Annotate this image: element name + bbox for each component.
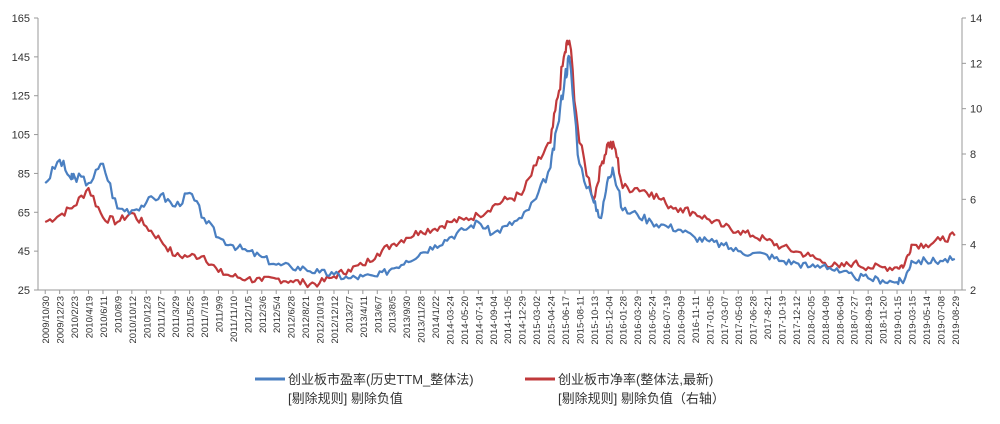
x-tick-label: 2014/1/22 (431, 296, 442, 338)
x-tick-label: 2018-02-05 (806, 296, 817, 345)
left-tick-label: 25 (18, 285, 30, 297)
x-tick-label: 2016-07-19 (662, 296, 673, 345)
legend-label-pe-rule: [剔除规则] 剔除负值 (288, 391, 403, 406)
right-tick-label: 12 (970, 58, 982, 70)
x-tick-label: 2016-09-09 (676, 296, 687, 345)
left-tick-label: 165 (12, 13, 30, 25)
x-tick-label: 2017-01-05 (705, 296, 716, 345)
x-tick-label: 2015-06-17 (561, 296, 572, 345)
x-tick-label: 2015-12-04 (604, 296, 615, 345)
x-tick-label: 2019-08-29 (951, 296, 962, 345)
axes-layer (34, 17, 966, 294)
legend: 创业板市盈率(历史TTM_整体法) [剔除规则] 剔除负值 创业板市净率(整体法… (255, 372, 725, 406)
x-tick-label: 2017-06-28 (749, 296, 760, 345)
x-tick-label: 2018-11-20 (879, 296, 890, 344)
x-tick-label: 2014-09-04 (489, 296, 500, 345)
x-tick-label: 2010/4/19 (85, 296, 96, 338)
series-layer (44, 39, 956, 289)
right-tick-label: 6 (970, 194, 976, 206)
x-tick-label: 2013/6/7 (373, 296, 384, 333)
series-line-pb (44, 39, 956, 289)
x-tick-label: 2014-05-20 (460, 296, 471, 345)
left-tick-label: 65 (18, 207, 30, 219)
x-tick-label: 2010/12/3 (142, 296, 153, 338)
legend-label-pb-rule: [剔除规则] 剔除负值（右轴） (558, 391, 725, 406)
x-tick-label: 2016-01-28 (619, 296, 630, 345)
x-tick-label: 2011/1/27 (157, 296, 168, 338)
x-tick-label: 2013/4/11 (359, 296, 370, 338)
legend-label-pb: 创业板市净率(整体法,最新) (558, 372, 713, 387)
x-tick-label: 2019-05-14 (922, 296, 933, 345)
left-tick-label: 85 (18, 168, 30, 180)
x-tick-label: 2011/11/10 (229, 296, 240, 342)
tick-labels-layer: 25 45 65 85 105 125 145 165 2 4 6 8 10 12 14 2009/10/30… (12, 13, 983, 345)
left-tick-label: 105 (12, 130, 30, 142)
x-tick-label: 2017-8-21 (763, 296, 774, 339)
x-tick-label: 2011/3/29 (171, 296, 182, 338)
x-tick-label: 2017-03-07 (720, 296, 731, 345)
x-tick-label: 2011/5/25 (186, 296, 197, 338)
x-tick-label: 2012/12/12 (330, 296, 341, 344)
left-tick-label: 45 (18, 246, 30, 258)
left-tick-label: 145 (12, 52, 30, 64)
x-tick-label: 2018-06-04 (835, 296, 846, 345)
x-tick-label: 2017-12-12 (792, 296, 803, 345)
x-tick-label: 2015-10-13 (590, 296, 601, 345)
x-tick-label: 2012/8/21 (301, 296, 312, 338)
x-tick-label: 2010/10/12 (128, 296, 139, 344)
x-tick-label: 2013/2/7 (344, 296, 355, 333)
x-tick-label: 2010/2/23 (70, 296, 81, 338)
x-tick-label: 2016-03-29 (633, 296, 644, 345)
right-tick-label: 10 (970, 104, 982, 116)
series-line-pe (44, 54, 956, 286)
x-tick-label: 2014-11-05 (503, 296, 514, 344)
x-tick-label: 2009/10/30 (41, 296, 52, 344)
x-tick-label: 2019-03-15 (907, 296, 918, 345)
x-tick-label: 2014-07-14 (474, 296, 485, 345)
x-tick-label: 2014-12-29 (518, 296, 529, 345)
x-tick-label: 2016-11-11 (691, 296, 702, 343)
x-tick-label: 2014-03-24 (445, 296, 456, 345)
x-tick-label: 2011/7/19 (200, 296, 211, 338)
x-tick-label: 2010/8/9 (113, 296, 124, 333)
x-tick-label: 2015-04-24 (547, 296, 558, 345)
right-tick-label: 14 (970, 13, 982, 25)
x-tick-label: 2015-03-02 (532, 296, 543, 345)
right-tick-label: 2 (970, 285, 976, 297)
x-tick-label: 2018-07-27 (850, 296, 861, 345)
x-tick-label: 2009/12/23 (56, 296, 67, 344)
x-tick-label: 2015-08-11 (575, 296, 586, 344)
x-tick-label: 2013/9/30 (402, 296, 413, 338)
x-tick-label: 2019-01-15 (893, 296, 904, 345)
x-tick-label: 2012/1/5 (243, 296, 254, 333)
x-tick-label: 2012/10/19 (316, 296, 327, 344)
legend-label-pe: 创业板市盈率(历史TTM_整体法) (288, 372, 474, 387)
x-tick-label: 2018-09-19 (864, 296, 875, 345)
x-tick-label: 2011/9/9 (214, 296, 225, 332)
x-tick-label: 2012/3/6 (258, 296, 269, 333)
right-tick-label: 8 (970, 149, 976, 161)
x-tick-label: 2013/8/5 (388, 296, 399, 333)
x-tick-label: 2018-04-09 (821, 296, 832, 345)
x-tick-label: 2013/11/28 (417, 296, 428, 343)
x-tick-label: 2019-07-08 (936, 296, 947, 345)
left-tick-label: 125 (12, 91, 30, 103)
x-tick-label: 2017-10-19 (778, 296, 789, 345)
x-tick-label: 2016-05-24 (648, 296, 659, 345)
x-tick-label: 2012/6/28 (287, 296, 298, 338)
right-tick-label: 4 (970, 240, 976, 252)
x-tick-label: 2010/6/11 (99, 296, 110, 338)
x-tick-label: 2012/5/4 (272, 296, 283, 333)
x-tick-label: 2017-05-03 (734, 296, 745, 345)
